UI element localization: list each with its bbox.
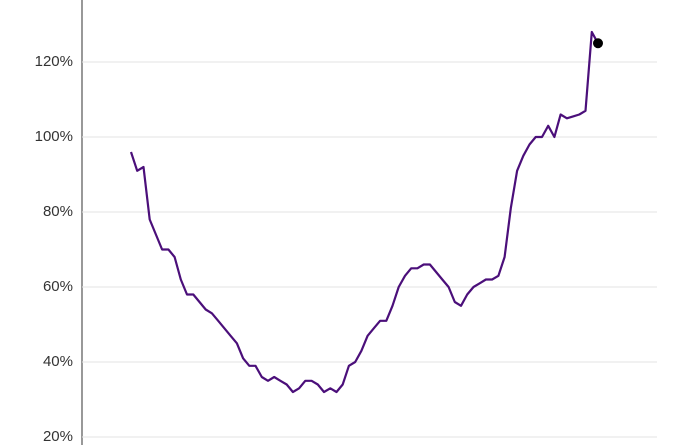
data-line <box>129 30 599 394</box>
y-tick-label: 20% <box>43 428 73 445</box>
last-point-marker <box>593 38 603 49</box>
y-tick-label: 80% <box>43 203 73 220</box>
y-tick-label: 120% <box>35 53 73 70</box>
y-tick-label: 60% <box>43 278 73 295</box>
y-tick-label: 100% <box>35 128 73 145</box>
y-tick-label: 40% <box>43 353 73 370</box>
